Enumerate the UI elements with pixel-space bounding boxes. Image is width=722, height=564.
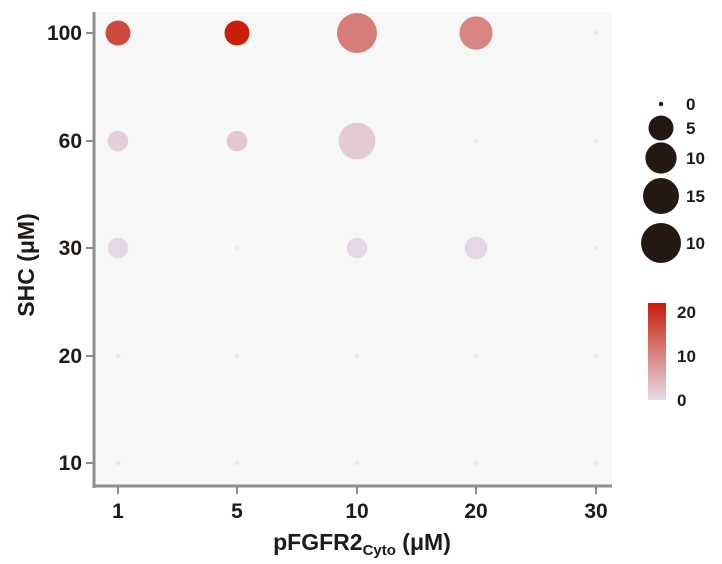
- x-axis-title: pFGFR2Cyto (μM): [273, 529, 451, 559]
- data-point: [107, 130, 129, 152]
- data-point: [346, 237, 368, 259]
- x-tick-label: 5: [231, 500, 243, 523]
- size-legend-dot: [645, 142, 677, 174]
- color-legend-label: 20: [677, 303, 696, 322]
- data-points: [105, 13, 599, 466]
- data-point: [354, 353, 360, 359]
- y-tick-label: 30: [59, 237, 82, 260]
- data-point: [234, 460, 240, 466]
- size-legend: 0 5 10 15 10: [641, 95, 705, 263]
- x-tick-label: 20: [464, 500, 487, 523]
- size-legend-dot: [643, 178, 679, 214]
- data-point: [105, 20, 131, 46]
- x-tick-label: 10: [345, 500, 368, 523]
- y-tick-label: 20: [59, 345, 82, 368]
- x-tick-label: 1: [112, 500, 124, 523]
- data-point: [338, 122, 376, 160]
- data-point: [593, 353, 599, 359]
- x-tick-label: 30: [584, 500, 607, 523]
- size-legend-label: 0: [686, 95, 695, 114]
- color-legend-label: 0: [677, 391, 686, 410]
- y-tick-label: 10: [59, 452, 82, 475]
- data-point: [337, 13, 377, 53]
- data-point: [464, 236, 488, 260]
- size-legend-label: 15: [686, 187, 705, 206]
- data-point: [473, 460, 479, 466]
- data-point: [115, 460, 121, 466]
- data-point: [107, 237, 129, 259]
- data-point: [593, 245, 599, 251]
- data-point: [593, 30, 599, 36]
- data-point: [473, 353, 479, 359]
- data-point: [234, 353, 240, 359]
- x-axis-title-unit: (μM): [396, 529, 451, 555]
- data-point: [459, 16, 493, 50]
- data-point: [226, 130, 248, 152]
- size-legend-label: 10: [686, 149, 705, 168]
- data-point: [593, 138, 599, 144]
- x-axis-title-main: pFGFR2: [273, 529, 362, 555]
- size-legend-label: 5: [686, 119, 695, 138]
- data-point: [224, 20, 250, 46]
- y-tick-label: 60: [59, 130, 82, 153]
- data-point: [234, 245, 240, 251]
- size-legend-dot: [641, 223, 681, 263]
- data-point: [473, 138, 479, 144]
- y-axis-title: SHC (μM): [13, 213, 39, 317]
- x-axis-title-subscript: Cyto: [363, 542, 396, 559]
- data-point: [593, 460, 599, 466]
- data-point: [115, 353, 121, 359]
- color-scale-bar: [648, 303, 666, 400]
- size-legend-dot: [648, 115, 674, 141]
- data-point: [354, 460, 360, 466]
- color-legend: 20 10 0: [648, 303, 696, 410]
- color-legend-label: 10: [677, 347, 696, 366]
- y-axis-ticks: 10 20 30 60 100: [47, 22, 94, 475]
- size-legend-dot: [658, 101, 664, 107]
- y-tick-label: 100: [47, 22, 82, 45]
- size-legend-label: 10: [686, 234, 705, 253]
- x-axis-ticks: 1 5 10 20 30: [112, 486, 608, 523]
